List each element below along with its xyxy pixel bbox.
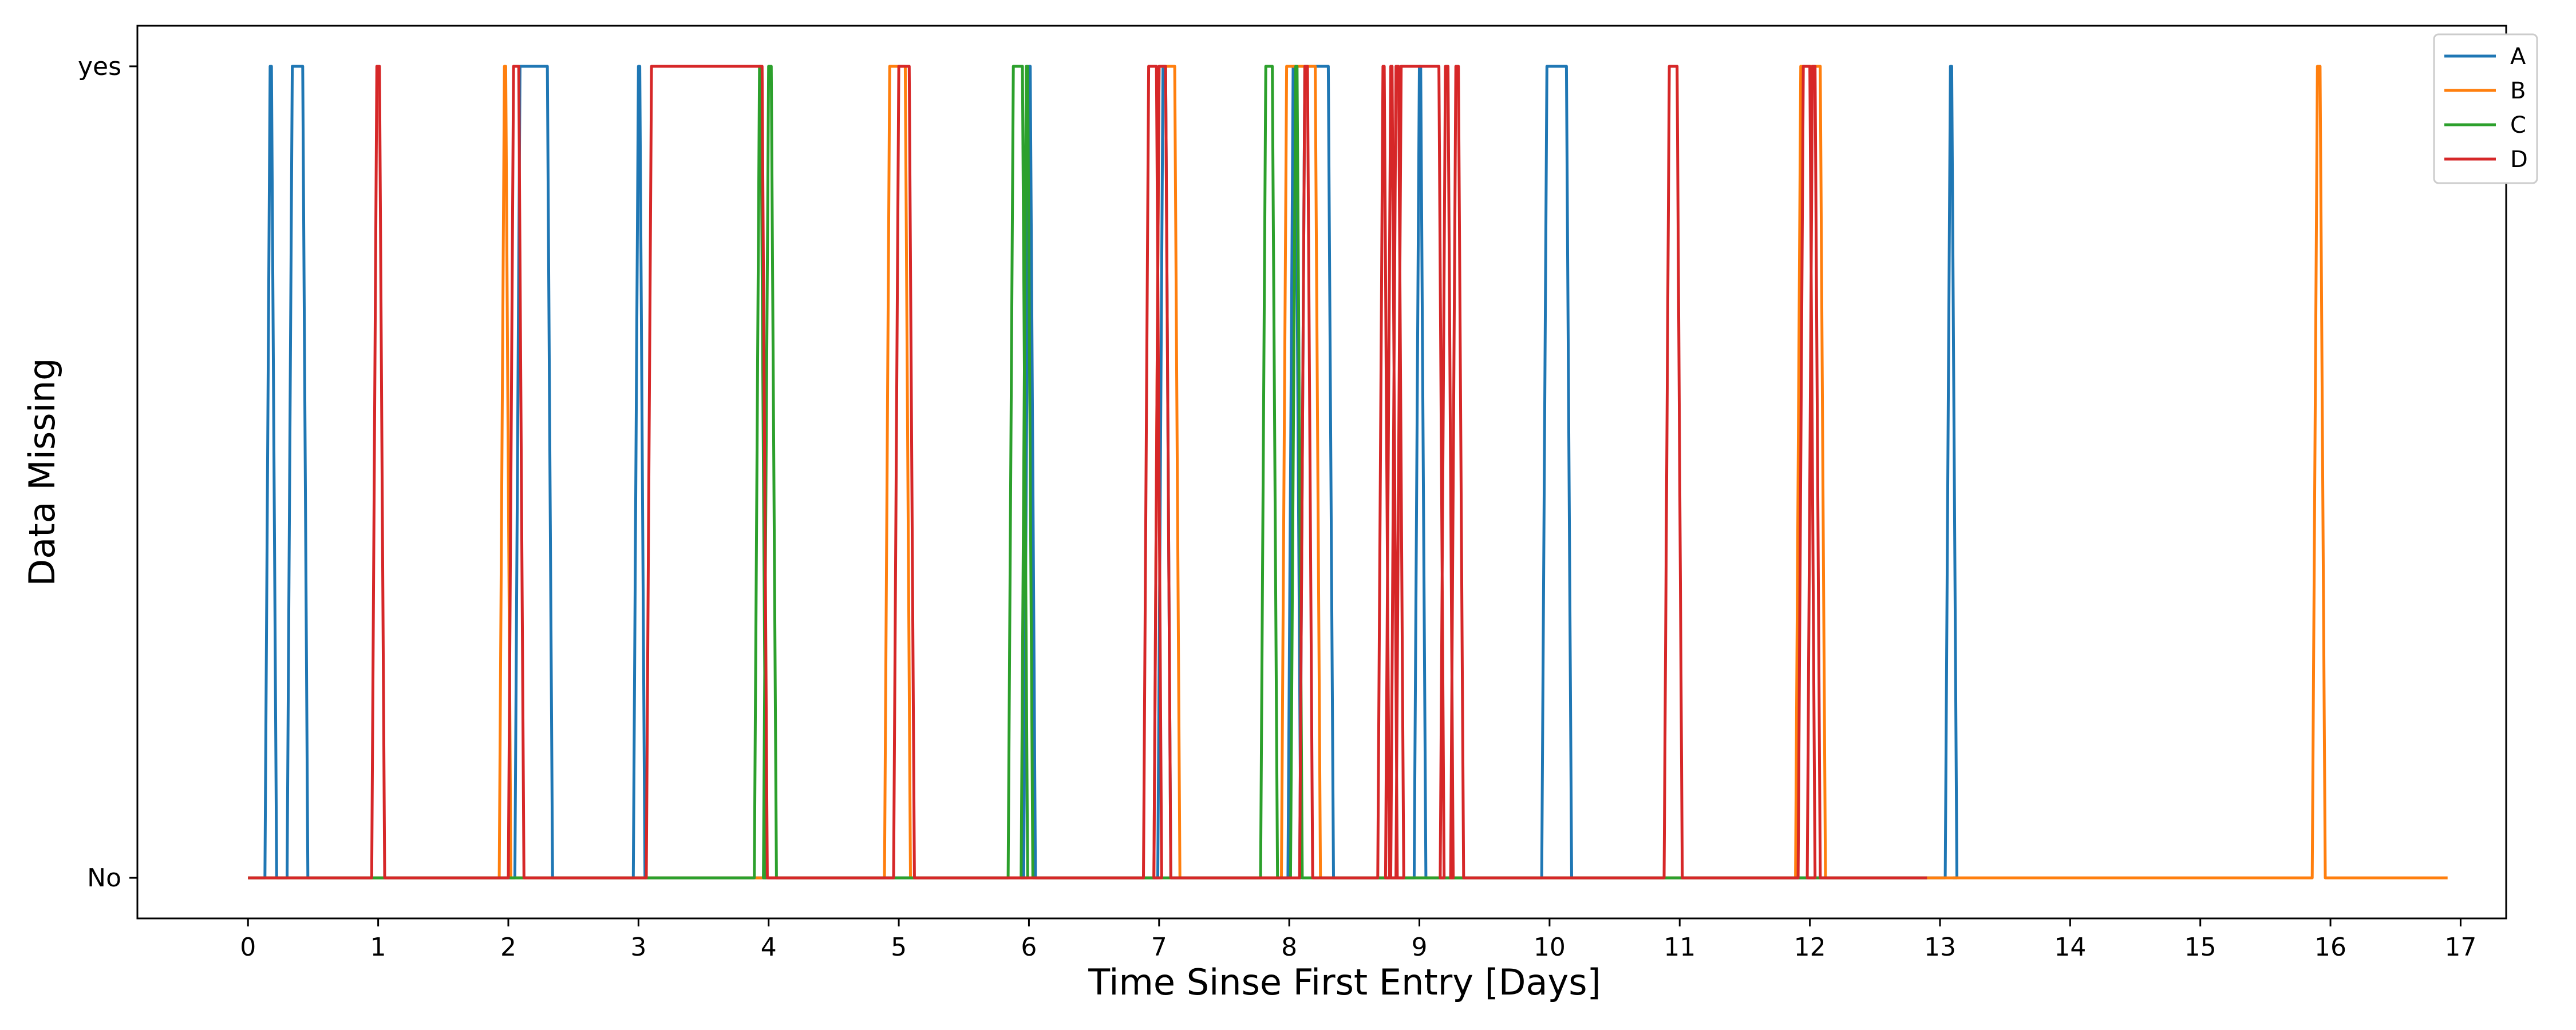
series-line-d — [248, 65, 1927, 880]
x-axis-label: Time Sinse First Entry [Days] — [1088, 961, 1601, 1003]
x-tick-label-12: 12 — [1794, 933, 1826, 962]
x-tick-label-9: 9 — [1412, 933, 1428, 962]
x-tick-label-10: 10 — [1534, 933, 1566, 962]
y-tick-label-yes: yes — [78, 52, 121, 81]
y-axis: No yes — [78, 52, 137, 893]
x-tick-label-1: 1 — [370, 933, 386, 962]
x-tick-label-14: 14 — [2054, 933, 2086, 962]
legend-label-c: C — [2510, 112, 2526, 138]
x-tick-label-3: 3 — [630, 933, 646, 962]
plot-lines — [248, 65, 2448, 880]
legend-label-d: D — [2510, 146, 2528, 173]
y-tick-label-no: No — [87, 863, 121, 893]
x-tick-label-2: 2 — [500, 933, 516, 962]
x-tick-label-16: 16 — [2314, 933, 2346, 962]
x-tick-label-13: 13 — [1924, 933, 1956, 962]
x-tick-label-17: 17 — [2444, 933, 2476, 962]
plot-frame — [136, 25, 2507, 920]
legend-label-b: B — [2510, 78, 2526, 104]
x-axis: 0 1 2 3 4 5 6 7 8 9 10 11 12 13 14 15 16 17 — [240, 918, 2476, 962]
x-tick-label-11: 11 — [1664, 933, 1696, 962]
y-axis-label: Data Missing — [21, 358, 63, 587]
x-tick-label-5: 5 — [891, 933, 907, 962]
x-tick-label-6: 6 — [1021, 933, 1037, 962]
x-tick-label-7: 7 — [1151, 933, 1167, 962]
x-tick-label-0: 0 — [240, 933, 256, 962]
x-tick-label-4: 4 — [761, 933, 777, 962]
legend-label-a: A — [2510, 43, 2526, 70]
series-line-b — [248, 65, 2448, 880]
legend-box — [2433, 33, 2538, 184]
x-tick-label-8: 8 — [1281, 933, 1297, 962]
x-tick-label-15: 15 — [2184, 933, 2217, 962]
